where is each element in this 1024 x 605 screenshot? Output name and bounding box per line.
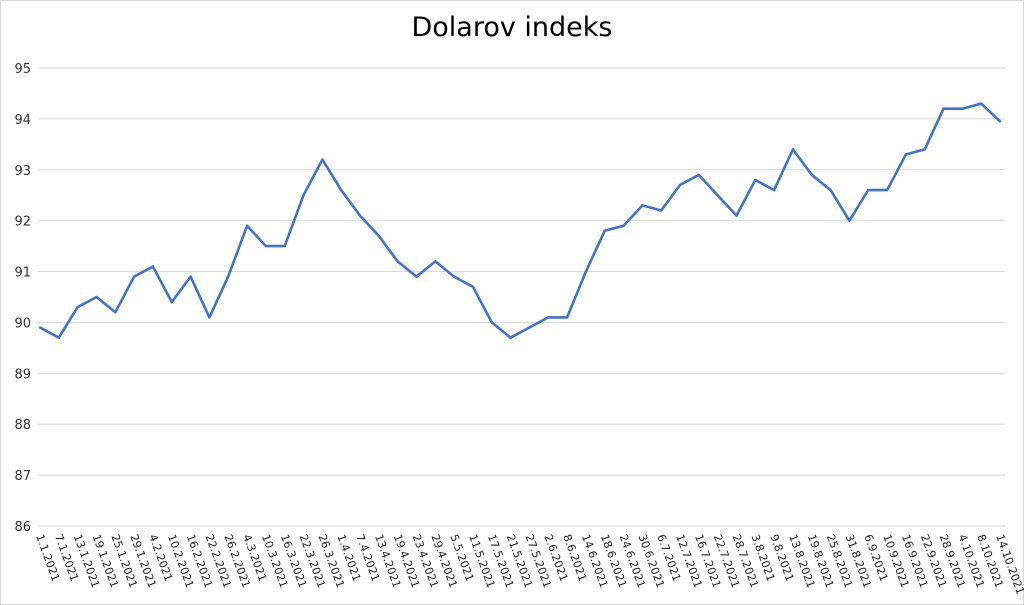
- data-point: [264, 244, 268, 248]
- y-tick-label: 89: [14, 367, 31, 382]
- data-point: [829, 188, 832, 192]
- chart-title: Dolarov indeks: [411, 12, 613, 43]
- data-point: [339, 188, 343, 192]
- data-point: [904, 153, 908, 156]
- y-tick-label: 95: [14, 62, 31, 77]
- data-point: [659, 209, 663, 212]
- y-tick-label: 91: [14, 266, 31, 281]
- data-point: [208, 316, 211, 319]
- data-point: [57, 336, 61, 339]
- data-point: [810, 173, 813, 177]
- data-point: [547, 316, 550, 319]
- data-point: [678, 183, 682, 187]
- data-point: [867, 188, 870, 192]
- data-point: [754, 178, 757, 182]
- data-point: [998, 120, 1002, 123]
- data-point: [396, 260, 399, 263]
- data-point: [584, 270, 588, 273]
- data-point: [245, 224, 249, 227]
- data-point: [189, 275, 192, 278]
- data-point: [452, 275, 456, 278]
- data-point: [942, 107, 945, 110]
- data-point: [76, 305, 79, 309]
- series-lines: [38, 102, 1002, 340]
- data-point: [923, 148, 926, 151]
- data-point: [641, 204, 644, 207]
- data-point: [170, 300, 173, 304]
- data-point: [227, 275, 230, 278]
- data-point: [471, 285, 475, 289]
- data-point: [377, 234, 381, 238]
- data-point: [603, 229, 606, 233]
- data-point: [302, 194, 305, 197]
- y-tick-label: 90: [14, 316, 31, 331]
- y-tick-label: 93: [14, 164, 31, 179]
- data-point: [132, 275, 136, 278]
- data-point: [848, 219, 851, 222]
- data-point: [415, 275, 418, 278]
- x-axis-ticks: 1.1.20217.1.202113.1.202119.1.202125.1.2…: [33, 533, 1024, 597]
- data-point: [358, 214, 362, 217]
- data-point: [490, 321, 493, 324]
- data-point: [528, 326, 531, 329]
- data-point: [716, 194, 719, 197]
- data-point: [565, 316, 569, 319]
- data-point: [979, 102, 983, 105]
- y-tick-label: 92: [14, 215, 31, 230]
- y-axis-ticks: 86 87 88 89 90 91 92 93 94 95: [14, 62, 31, 535]
- data-point: [321, 158, 324, 161]
- data-point: [434, 260, 437, 263]
- data-point: [791, 148, 795, 151]
- series-line: [39, 102, 1001, 340]
- y-tick-label: 88: [14, 418, 31, 433]
- data-point: [38, 326, 42, 329]
- y-tick-label: 94: [14, 113, 31, 128]
- y-tick-label: 86: [14, 520, 31, 535]
- data-point: [114, 311, 117, 314]
- data-point: [697, 173, 701, 177]
- data-point: [151, 265, 155, 268]
- data-point: [961, 107, 964, 110]
- data-point: [95, 295, 98, 299]
- data-point: [885, 188, 889, 192]
- data-point: [622, 224, 625, 227]
- gridlines: [38, 67, 1005, 527]
- data-point: [772, 188, 776, 192]
- y-tick-label: 87: [14, 469, 31, 484]
- data-point: [283, 244, 286, 248]
- data-point: [509, 336, 512, 339]
- data-point: [735, 214, 738, 217]
